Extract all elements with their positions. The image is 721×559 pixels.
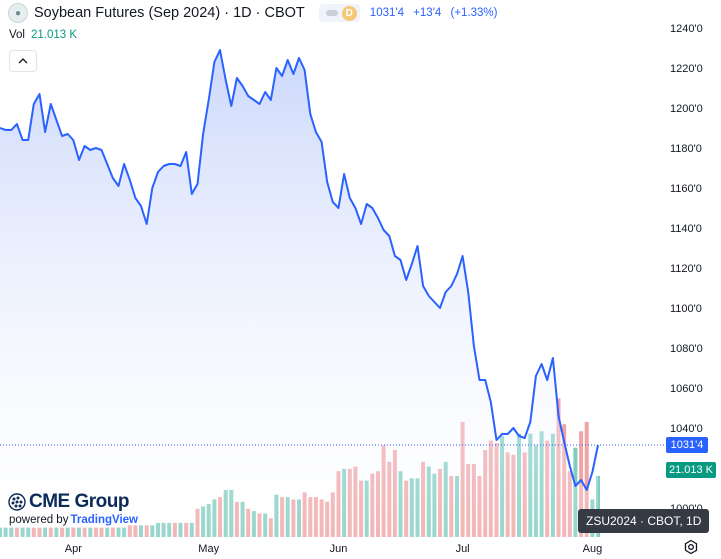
y-tick-label: 1240'0 — [670, 23, 703, 35]
y-tick-label: 1180'0 — [670, 143, 702, 155]
volume-legend: Vol 21.013 K — [9, 29, 77, 41]
powered-by-text: powered by — [9, 514, 69, 526]
time-axis: Apr May Jun Jul Aug — [65, 543, 602, 555]
quote-price: 1031'4 — [369, 7, 404, 19]
y-tick-label: 1100'0 — [670, 303, 702, 315]
symbol-logo-icon: ● — [8, 3, 28, 23]
y-tick-label: 1140'0 — [670, 223, 702, 235]
quote-change: +13'4 — [413, 7, 442, 19]
y-tick-label: 1040'0 — [670, 423, 703, 435]
x-tick-label: Jun — [330, 543, 348, 555]
quote-change-pct: (+1.33%) — [450, 7, 498, 19]
price-line — [0, 49, 599, 491]
time-axis-background — [0, 537, 721, 559]
price-area — [0, 50, 598, 537]
globe-icon — [8, 493, 26, 511]
delayed-badge: D — [341, 5, 357, 21]
volume-value: 21.013 K — [31, 29, 78, 41]
x-tick-label: Apr — [65, 543, 82, 555]
y-tick-label: 1120'0 — [670, 263, 702, 275]
tradingview-text: TradingView — [70, 514, 138, 526]
x-tick-label: May — [198, 543, 219, 555]
last-price-tag: 1031'4 — [666, 437, 708, 453]
settings-icon[interactable] — [683, 539, 699, 555]
quote-values: 1031'4 +13'4 (+1.33%) — [370, 7, 504, 19]
x-tick-label: Aug — [583, 543, 603, 555]
chart-header: ● Soybean Futures (Sep 2024) · 1D · CBOT… — [0, 0, 503, 26]
status-ghost-icon — [325, 10, 338, 16]
y-tick-label: 1200'0 — [670, 103, 703, 115]
market-status-pill[interactable]: D — [318, 4, 360, 22]
volume-bar — [584, 421, 589, 538]
y-tick-label: 1220'0 — [670, 63, 703, 75]
last-volume-tag: 21.013 K — [666, 462, 716, 478]
collapse-legend-button[interactable] — [9, 50, 37, 72]
symbol-tooltip: ZSU2024 · CBOT, 1D — [578, 509, 710, 533]
powered-by: powered by TradingView — [9, 514, 138, 526]
y-tick-label: 1060'0 — [670, 383, 703, 395]
symbol-title[interactable]: Soybean Futures (Sep 2024) · 1D · CBOT — [34, 5, 305, 21]
y-tick-label: 1160'0 — [670, 183, 702, 195]
cme-group-logo-text: CME Group — [29, 491, 130, 512]
cme-branding[interactable]: CME Group powered by TradingView — [8, 491, 138, 526]
volume-label: Vol — [9, 29, 25, 41]
x-tick-label: Jul — [456, 543, 470, 555]
collapse-chevron-icon — [18, 58, 28, 64]
y-tick-label: 1080'0 — [670, 343, 703, 355]
